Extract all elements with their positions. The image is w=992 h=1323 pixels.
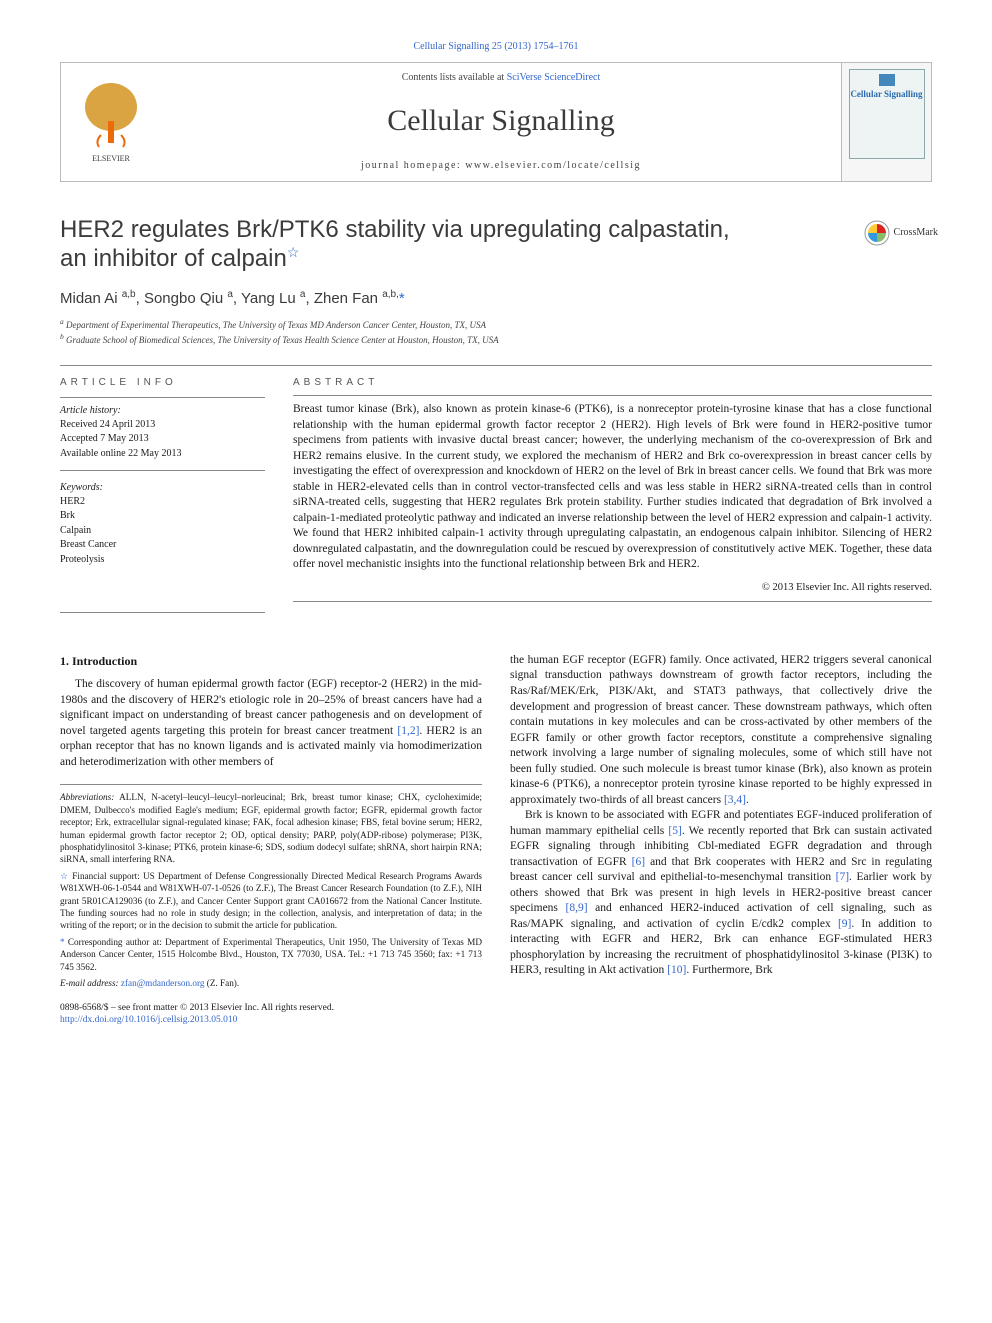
article-history-label: Article history: — [60, 404, 265, 418]
history-online: Available online 22 May 2013 — [60, 447, 265, 461]
top-citation: Cellular Signalling 25 (2013) 1754–1761 — [60, 40, 932, 54]
elsevier-logo: ELSEVIER — [61, 63, 161, 181]
journal-cover-thumbnail: Cellular Signalling — [841, 63, 931, 181]
affiliation-a: a Department of Experimental Therapeutic… — [60, 317, 932, 331]
funding-footnote: ☆ Financial support: US Department of De… — [60, 870, 482, 932]
front-matter-line: 0898-6568/$ – see front matter © 2013 El… — [60, 1002, 482, 1015]
crossmark-label: CrossMark — [894, 226, 938, 240]
keyword: Calpain — [60, 524, 265, 538]
article-title: HER2 regulates Brk/PTK6 stability via up… — [60, 216, 780, 275]
left-column: 1. Introduction The discovery of human e… — [60, 653, 482, 1027]
keywords-label: Keywords: — [60, 481, 265, 495]
sciencedirect-link[interactable]: SciVerse ScienceDirect — [507, 72, 601, 83]
email-footnote: E-mail address: zfan@mdanderson.org (Z. … — [60, 977, 482, 989]
history-received: Received 24 April 2013 — [60, 418, 265, 432]
corresponding-author-footnote: * Corresponding author at: Department of… — [60, 936, 482, 973]
top-citation-link[interactable]: Cellular Signalling 25 (2013) 1754–1761 — [414, 41, 579, 52]
journal-homepage: journal homepage: www.elsevier.com/locat… — [171, 159, 831, 173]
journal-header: ELSEVIER Contents lists available at Sci… — [60, 62, 932, 182]
crossmark-icon — [864, 220, 890, 246]
contents-lists-line: Contents lists available at SciVerse Sci… — [171, 71, 831, 85]
intro-paragraph-2: Brk is known to be associated with EGFR … — [510, 808, 932, 979]
keyword: HER2 — [60, 495, 265, 509]
elsevier-tree-icon: ELSEVIER — [75, 77, 147, 167]
abstract-text: Breast tumor kinase (Brk), also known as… — [293, 402, 932, 573]
intro-paragraph-1: The discovery of human epidermal growth … — [60, 677, 482, 770]
history-accepted: Accepted 7 May 2013 — [60, 432, 265, 446]
article-info-heading: ARTICLE INFO — [60, 376, 265, 390]
keyword: Brk — [60, 509, 265, 523]
keyword: Breast Cancer — [60, 538, 265, 552]
affiliations: a Department of Experimental Therapeutic… — [60, 317, 932, 346]
crossmark-badge[interactable]: CrossMark — [864, 220, 938, 246]
title-footnote-marker: ☆ — [287, 244, 300, 260]
introduction-heading: 1. Introduction — [60, 653, 482, 669]
affiliation-b: b Graduate School of Biomedical Sciences… — [60, 332, 932, 346]
corresponding-email-link[interactable]: zfan@mdanderson.org — [121, 978, 205, 988]
divider-rule — [60, 365, 932, 366]
journal-name: Cellular Signalling — [171, 101, 831, 142]
authors-line: Midan Ai a,b, Songbo Qiu a, Yang Lu a, Z… — [60, 288, 932, 309]
abstract-copyright: © 2013 Elsevier Inc. All rights reserved… — [293, 581, 932, 595]
abstract-column: ABSTRACT Breast tumor kinase (Brk), also… — [293, 376, 932, 602]
svg-text:ELSEVIER: ELSEVIER — [92, 154, 130, 163]
page-footer: 0898-6568/$ – see front matter © 2013 El… — [60, 1002, 482, 1028]
doi-link[interactable]: http://dx.doi.org/10.1016/j.cellsig.2013… — [60, 1015, 237, 1025]
keyword: Proteolysis — [60, 553, 265, 567]
intro-paragraph-1-cont: the human EGF receptor (EGFR) family. On… — [510, 653, 932, 808]
right-column: the human EGF receptor (EGFR) family. On… — [510, 653, 932, 1027]
abstract-heading: ABSTRACT — [293, 376, 932, 390]
article-info-column: ARTICLE INFO Article history: Received 2… — [60, 376, 265, 602]
footnotes-block: Abbreviations: ALLN, N-acetyl–leucyl–leu… — [60, 784, 482, 989]
abbreviations-footnote: Abbreviations: ALLN, N-acetyl–leucyl–leu… — [60, 791, 482, 866]
